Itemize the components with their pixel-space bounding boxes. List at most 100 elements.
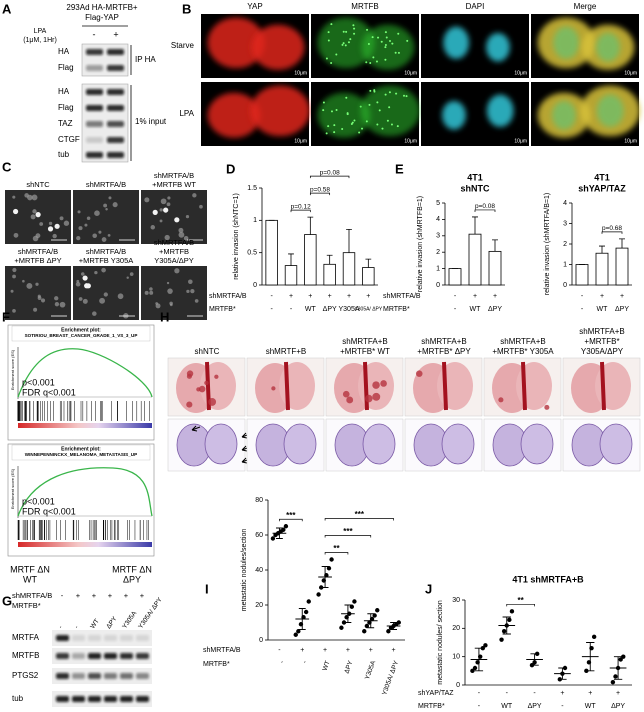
nodule xyxy=(364,394,373,403)
speckle xyxy=(358,131,361,134)
condition-label: - xyxy=(478,690,481,697)
chart-title: 4T1 shMRTFA+B xyxy=(512,574,584,584)
nodule xyxy=(372,381,380,389)
speckle xyxy=(377,36,380,39)
gsea-curve xyxy=(17,348,153,398)
speckle xyxy=(365,120,368,123)
tissue xyxy=(362,423,396,465)
speckle xyxy=(371,36,374,39)
speckle xyxy=(368,103,371,106)
panel-letter: A xyxy=(2,1,12,16)
micrograph xyxy=(73,190,139,244)
data-point xyxy=(303,609,309,615)
condition-label: - xyxy=(506,690,509,697)
condition-label: + xyxy=(108,591,113,600)
image-label: shNTC xyxy=(26,180,50,189)
condition-label: ΔPY xyxy=(615,306,629,313)
blot-band xyxy=(104,696,117,702)
column-label: shMRTFA+B xyxy=(421,337,466,346)
condition-label: - xyxy=(73,624,80,630)
row-label: shMRTFA/B xyxy=(383,293,421,300)
speckle xyxy=(369,89,372,92)
row-label: shMRTFA/B xyxy=(209,293,247,300)
cell xyxy=(360,85,420,137)
cell xyxy=(103,203,108,208)
gsea-title-box xyxy=(11,325,151,342)
speckle xyxy=(397,32,400,35)
speckle xyxy=(335,53,338,56)
speckle xyxy=(385,36,388,39)
cell xyxy=(75,281,81,287)
data-point xyxy=(339,625,344,630)
invading-cell xyxy=(12,208,19,215)
condition-label: - xyxy=(57,624,64,630)
column-label: shMRTFA+B xyxy=(342,337,387,346)
speckle xyxy=(333,124,336,127)
cell xyxy=(10,289,14,293)
treatment-label: LPA xyxy=(34,28,47,35)
condition-label: + xyxy=(328,293,332,300)
speckle xyxy=(373,90,376,93)
cell xyxy=(166,281,170,285)
significance-bracket xyxy=(324,552,349,555)
row-label: MRTFB* xyxy=(209,306,236,313)
speckle xyxy=(341,43,344,46)
y-tick-label: 1 xyxy=(253,217,257,224)
image-label: shMRTFA/B xyxy=(86,247,126,256)
gsea-heading: Enrichment plot: xyxy=(61,446,101,452)
condition-label: ΔPY xyxy=(528,703,542,710)
speckle xyxy=(327,31,330,34)
condition-label: + xyxy=(473,293,477,300)
significance-bracket xyxy=(309,175,350,179)
significance-bracket xyxy=(506,603,535,607)
phenotype-label: MRTF ΔN xyxy=(10,564,50,574)
invading-cell xyxy=(47,226,54,232)
scale-bar-label: 10μm xyxy=(514,138,527,144)
lane-label: - xyxy=(93,29,96,39)
column-header: MRTFB xyxy=(351,2,378,11)
image-label: +MRTFB ΔPY xyxy=(14,256,61,265)
panel-letter: D xyxy=(226,161,235,176)
condition-label: WT xyxy=(585,703,597,710)
cell xyxy=(98,230,102,234)
data-point xyxy=(621,654,626,659)
blot-band xyxy=(107,65,124,71)
gsea-ranking xyxy=(18,423,152,428)
speckle xyxy=(361,127,364,130)
data-point xyxy=(472,665,478,671)
cell xyxy=(48,221,53,226)
cell xyxy=(199,204,203,209)
phenotype-label: ΔPY xyxy=(123,574,141,584)
significance-label: *** xyxy=(355,510,365,519)
cell xyxy=(77,210,81,214)
gsea-gene-set: WINNEPENNINCKX_MELANOMA_METASTASIS_UP xyxy=(25,452,137,457)
condition-label: + xyxy=(323,647,327,654)
cell xyxy=(144,290,149,295)
cell xyxy=(117,293,124,300)
cell xyxy=(108,196,112,200)
error-bar xyxy=(288,253,294,266)
cell xyxy=(250,85,310,137)
condition-label: Y305A/ ΔPY xyxy=(381,659,400,696)
significance-label: *** xyxy=(286,511,296,520)
y-tick-label: 5 xyxy=(436,200,440,207)
blot-band xyxy=(86,137,103,143)
y-axis-label: relative invasion (shMRTFB=1) xyxy=(417,196,424,292)
nodule xyxy=(208,398,217,406)
blot-band xyxy=(107,121,124,127)
nucleus xyxy=(443,26,470,59)
blot-band xyxy=(107,105,124,111)
speckle xyxy=(333,131,336,134)
data-point xyxy=(499,637,504,642)
data-point xyxy=(329,557,334,562)
column-label: shMRTFA+B xyxy=(500,337,545,346)
blot-band xyxy=(86,121,103,127)
chart-title: shYAP/TAZ xyxy=(578,183,626,193)
blot-band xyxy=(107,137,124,143)
blot-band xyxy=(56,696,69,702)
trachea xyxy=(363,361,369,411)
condition-label: ΔPY xyxy=(343,659,354,674)
data-point xyxy=(375,608,380,613)
column-label: shNTC xyxy=(195,347,220,356)
scale-bar-label: 10μm xyxy=(404,70,417,76)
